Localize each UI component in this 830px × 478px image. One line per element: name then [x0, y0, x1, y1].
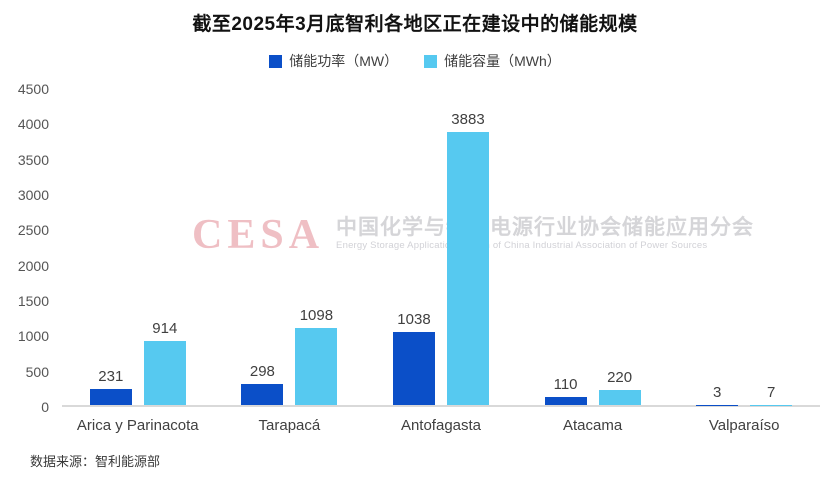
- bar-with-label: 1038: [392, 311, 435, 405]
- value-label: 298: [249, 363, 275, 381]
- bar: [544, 397, 587, 405]
- y-axis-tick-label: 1500: [17, 293, 49, 309]
- y-axis-tick-label: 0: [41, 399, 49, 415]
- category-label: Valparaíso: [708, 417, 780, 434]
- value-label: 3: [713, 383, 722, 401]
- legend-item-power: 储能功率（MW）: [269, 51, 398, 71]
- value-label: 1098: [299, 306, 334, 324]
- y-axis-tick-label: 2500: [17, 222, 49, 239]
- value-label: 1038: [397, 311, 431, 329]
- bar-with-label: 298: [241, 363, 284, 405]
- legend-item-capacity: 储能容量（MWh）: [424, 51, 561, 71]
- y-axis-tick-label: 4000: [17, 116, 49, 133]
- value-label: 7: [767, 383, 776, 401]
- bar-with-label: 3: [696, 383, 739, 405]
- legend-swatch-power: [269, 54, 283, 68]
- bar: [295, 327, 338, 405]
- data-source-note: 数据来源：智利能源部: [30, 454, 161, 469]
- bar-with-label: 3883: [446, 111, 489, 405]
- category-label: Arica y Parinacota: [76, 417, 199, 434]
- y-axis: 0 500 1000 1500 2000 2500 3000 3500 4000 4500: [0, 82, 55, 414]
- value-label: 914: [152, 319, 178, 337]
- bar-with-label: 110: [544, 376, 587, 405]
- value-label: 220: [607, 368, 633, 386]
- chart-title: 截至2025年3月底智利各地区正在建设中的储能规模: [192, 14, 638, 35]
- y-axis-tick-label: 2000: [17, 257, 49, 274]
- y-axis-tick-label: 4500: [17, 81, 49, 97]
- bar-group: 110 220: [517, 89, 669, 405]
- legend-label-capacity: 储能容量（MWh）: [444, 53, 561, 69]
- value-label: 3883: [451, 111, 485, 129]
- y-axis-tick-label: 500: [25, 363, 49, 380]
- bar-group: 231 914: [62, 89, 214, 405]
- bar-with-label: 7: [750, 383, 793, 405]
- category-label: Atacama: [562, 417, 623, 434]
- bar-group: 1038 3883: [365, 89, 517, 405]
- y-axis-tick-label: 3000: [17, 187, 49, 203]
- chart-legend: 储能功率（MW） 储能容量（MWh）: [0, 51, 830, 71]
- y-axis-tick-label: 1000: [17, 328, 49, 345]
- x-axis-category-labels: Arica y Parinacota Tarapacá Antofagasta Ata…: [62, 417, 820, 434]
- value-label: 231: [98, 367, 124, 385]
- bar: [598, 389, 641, 405]
- category-label: Antofagasta: [400, 417, 482, 434]
- bar: [241, 384, 284, 405]
- bar: [392, 332, 435, 405]
- bar: [143, 340, 186, 405]
- bar-with-label: 914: [143, 319, 186, 405]
- bar-with-label: 220: [598, 368, 641, 405]
- bar: [446, 132, 489, 405]
- legend-label-power: 储能功率（MW）: [289, 53, 399, 69]
- bar: [750, 404, 793, 405]
- y-axis-tick-label: 3500: [17, 151, 49, 168]
- value-label: 110: [553, 376, 578, 394]
- bar-group: 298 1098: [214, 89, 366, 405]
- category-label: Tarapacá: [258, 417, 321, 434]
- bar: [89, 388, 132, 405]
- bar-with-label: 1098: [295, 306, 338, 405]
- plot-area: 231 914 298 1098 1038 3883 110 220 3 7: [62, 89, 820, 407]
- bar-with-label: 231: [89, 367, 132, 405]
- legend-swatch-capacity: [424, 54, 438, 68]
